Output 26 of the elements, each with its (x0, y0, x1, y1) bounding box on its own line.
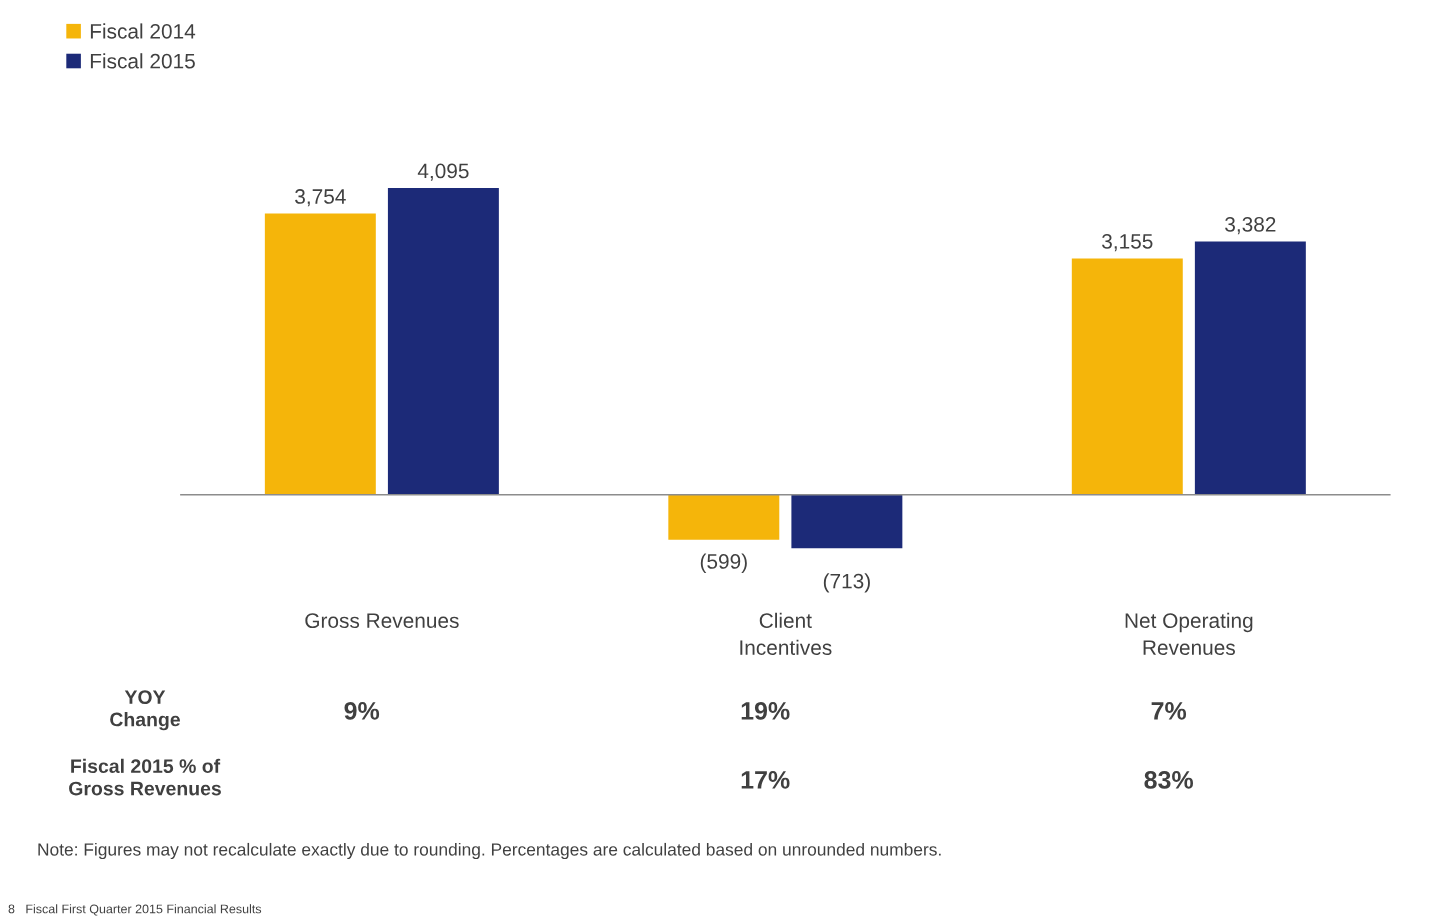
x-tick-label: Gross Revenues (305, 613, 459, 629)
text: 83% (1144, 771, 1194, 789)
data-label: 3,754 (295, 189, 346, 207)
text: 9% (344, 702, 380, 720)
legend-label: Fiscal 2015 (90, 53, 195, 69)
data-label: (599) (700, 553, 747, 573)
bar (1194, 241, 1306, 495)
x-tick-label: Client Incentives (740, 612, 832, 655)
bar (387, 188, 499, 495)
legend-label: Fiscal 2014 (90, 23, 196, 39)
data-label: 3,155 (1102, 233, 1153, 252)
text: YOY Change (110, 690, 180, 731)
data-label: 3,382 (1225, 216, 1276, 235)
x-tick-label: Net Operating Revenues (1125, 612, 1253, 655)
bar (791, 494, 903, 549)
bar (668, 494, 780, 540)
data-label: 4,095 (417, 163, 469, 181)
bar (1071, 258, 1183, 495)
data-label: (713) (823, 573, 870, 593)
bar (264, 213, 376, 495)
text: Fiscal 2015 % of Gross Revenues (69, 758, 221, 796)
text: 19% (741, 702, 790, 720)
text: 7% (1151, 702, 1187, 720)
text: 8 Fiscal First Quarter 2015 Financial Results (8, 904, 262, 916)
text: 17% (741, 771, 790, 789)
text: Note: Figures may not recalculate exactly due to rounding. Percentages are calculated based on unrounded numbers. (38, 842, 941, 860)
